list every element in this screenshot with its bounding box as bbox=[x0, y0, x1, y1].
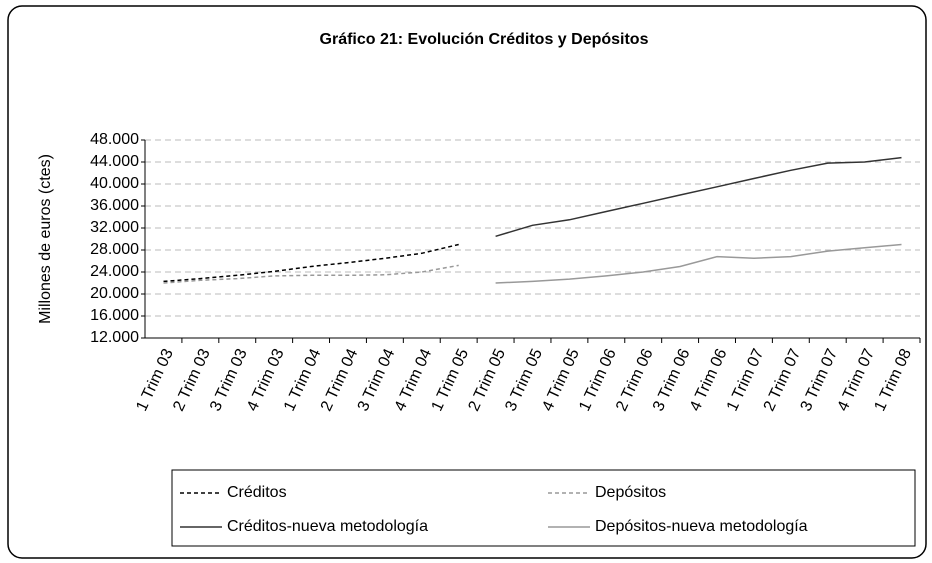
series-line bbox=[163, 264, 459, 284]
y-tick-label: 28.000 bbox=[90, 241, 139, 258]
y-tick-label: 40.000 bbox=[90, 175, 139, 192]
y-tick-label: 20.000 bbox=[90, 285, 139, 302]
y-tick-label: 24.000 bbox=[90, 263, 139, 280]
legend-label: Créditos bbox=[227, 484, 287, 501]
legend-box bbox=[171, 469, 916, 547]
y-tick-label: 48.000 bbox=[90, 131, 139, 148]
y-axis-label: Millones de euros (ctes) bbox=[37, 154, 54, 324]
y-tick-label: 32.000 bbox=[90, 219, 139, 236]
legend-label: Créditos-nueva metodología bbox=[227, 518, 428, 535]
series-line bbox=[495, 156, 902, 238]
y-tick-label: 36.000 bbox=[90, 197, 139, 214]
series-line bbox=[163, 243, 459, 283]
y-tick-label: 44.000 bbox=[90, 153, 139, 170]
legend-label: Depósitos bbox=[595, 484, 666, 501]
chart-border bbox=[7, 5, 927, 559]
series-line bbox=[495, 243, 902, 284]
y-tick-label: 12.000 bbox=[90, 329, 139, 346]
y-tick-label: 16.000 bbox=[90, 307, 139, 324]
chart-title: Gráfico 21: Evolución Créditos y Depósit… bbox=[320, 31, 649, 48]
legend-label: Depósitos-nueva metodología bbox=[595, 518, 808, 535]
